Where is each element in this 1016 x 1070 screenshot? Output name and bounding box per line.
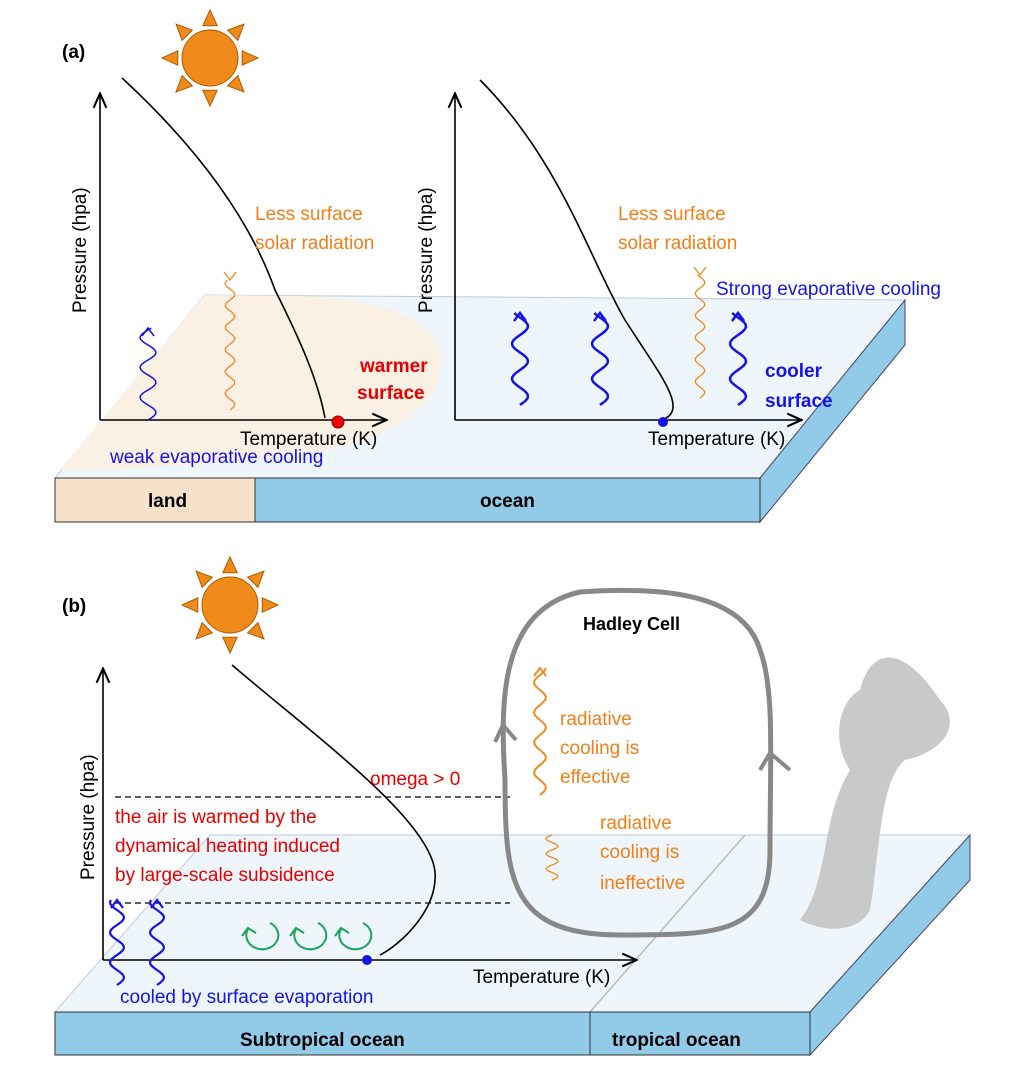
wavy-arrow (510, 312, 530, 407)
sun-ray (202, 8, 218, 27)
sun-ray (160, 50, 179, 66)
annotation: cooler (765, 361, 823, 382)
wavy-arrow (224, 279, 236, 411)
panel-label: (a) (62, 42, 85, 63)
surface-point (658, 417, 668, 427)
x-axis-label: Temperature (K) (648, 429, 785, 450)
surface-point (331, 415, 345, 429)
slab-a (53, 294, 907, 524)
arrow-head (289, 926, 305, 937)
annotation: cooling is (560, 738, 639, 759)
sun-ray (175, 23, 194, 42)
wavy-arrow (108, 899, 126, 986)
annotation: solar radiation (618, 233, 737, 254)
wavy-arrow (545, 834, 559, 881)
sun-ray (175, 74, 194, 93)
sun-disc (181, 29, 239, 87)
arrow-head (334, 926, 350, 937)
sun-disc (201, 576, 259, 634)
sun-ray (222, 636, 238, 655)
loop-arrow (493, 721, 518, 743)
circulation-arrow (338, 922, 373, 951)
circulation-arrow (293, 922, 328, 951)
annotation: omega > 0 (370, 769, 460, 790)
annotation: surface (357, 383, 425, 404)
annotation: dynamical heating induced (115, 836, 340, 857)
slab-label: ocean (480, 491, 535, 512)
annotation: Less surface (618, 204, 726, 225)
circulation-arrow (245, 922, 280, 951)
annotation: cooled by surface evaporation (120, 987, 374, 1008)
sun-ray (222, 555, 238, 574)
annotation: ineffective (600, 873, 685, 894)
annotation: cooling is (600, 842, 679, 863)
y-axis-label: Pressure (hpa) (416, 187, 437, 313)
sun-ray (195, 570, 214, 589)
texts: (a) Pressure (hpa) Temperature (K) Less … (62, 42, 941, 1051)
arrow-head (110, 898, 124, 909)
slab-b (53, 833, 972, 1057)
annotation: warmer (359, 356, 428, 377)
panel-label: (b) (62, 596, 86, 617)
sun-ray (246, 570, 265, 589)
sun-ray (261, 597, 280, 613)
arrow-head (150, 898, 164, 909)
sun-ray (246, 621, 265, 640)
wavy-arrow (590, 312, 610, 407)
arrow-head (593, 310, 607, 322)
sun-ray (180, 597, 199, 613)
sun-ray (226, 74, 245, 93)
slab-label: Subtropical ocean (240, 1030, 405, 1051)
arrow-head (693, 266, 707, 277)
wavy-arrow (728, 312, 748, 407)
sun (180, 555, 280, 655)
wavy-arrow (139, 327, 157, 421)
arrow-head (513, 310, 527, 322)
arrow-head (533, 666, 547, 677)
annotation: solar radiation (255, 233, 374, 254)
annotation: weak evaporative cooling (109, 447, 323, 468)
y-axis-label: Pressure (hpa) (78, 754, 99, 880)
sun-ray (226, 23, 245, 42)
axes (100, 77, 800, 960)
wiggles (108, 266, 748, 986)
annotation: Hadley Cell (583, 614, 680, 634)
x-axis-label: Temperature (K) (240, 429, 377, 450)
annotation: Less surface (255, 204, 363, 225)
surface-point (362, 955, 372, 965)
sun-ray (195, 621, 214, 640)
slab-label: tropical ocean (612, 1030, 741, 1051)
annotation: effective (560, 767, 630, 788)
x-axis-label: Temperature (K) (473, 967, 610, 988)
sun (160, 8, 260, 108)
annotation: surface (765, 391, 833, 412)
wavy-arrow (694, 274, 706, 399)
arrow-head (223, 271, 237, 282)
annotation: radiative (560, 709, 632, 730)
arrow-head (731, 310, 745, 322)
annotation: by large-scale subsidence (115, 865, 335, 886)
arrow-head (141, 326, 155, 337)
sun-ray (202, 89, 218, 108)
annotation: the air is warmed by the (115, 807, 317, 828)
sun-ray (241, 50, 260, 66)
annotation: radiative (600, 813, 672, 834)
cloud (800, 657, 950, 929)
slab-label: land (148, 491, 187, 512)
arrow-head (241, 926, 257, 937)
y-axis-label: Pressure (hpa) (70, 187, 91, 313)
wavy-arrow (532, 667, 548, 796)
wavy-arrow (148, 899, 166, 986)
hadley-loop (500, 587, 774, 938)
annotation: Strong evaporative cooling (716, 279, 941, 300)
loop-arrow (758, 749, 792, 772)
